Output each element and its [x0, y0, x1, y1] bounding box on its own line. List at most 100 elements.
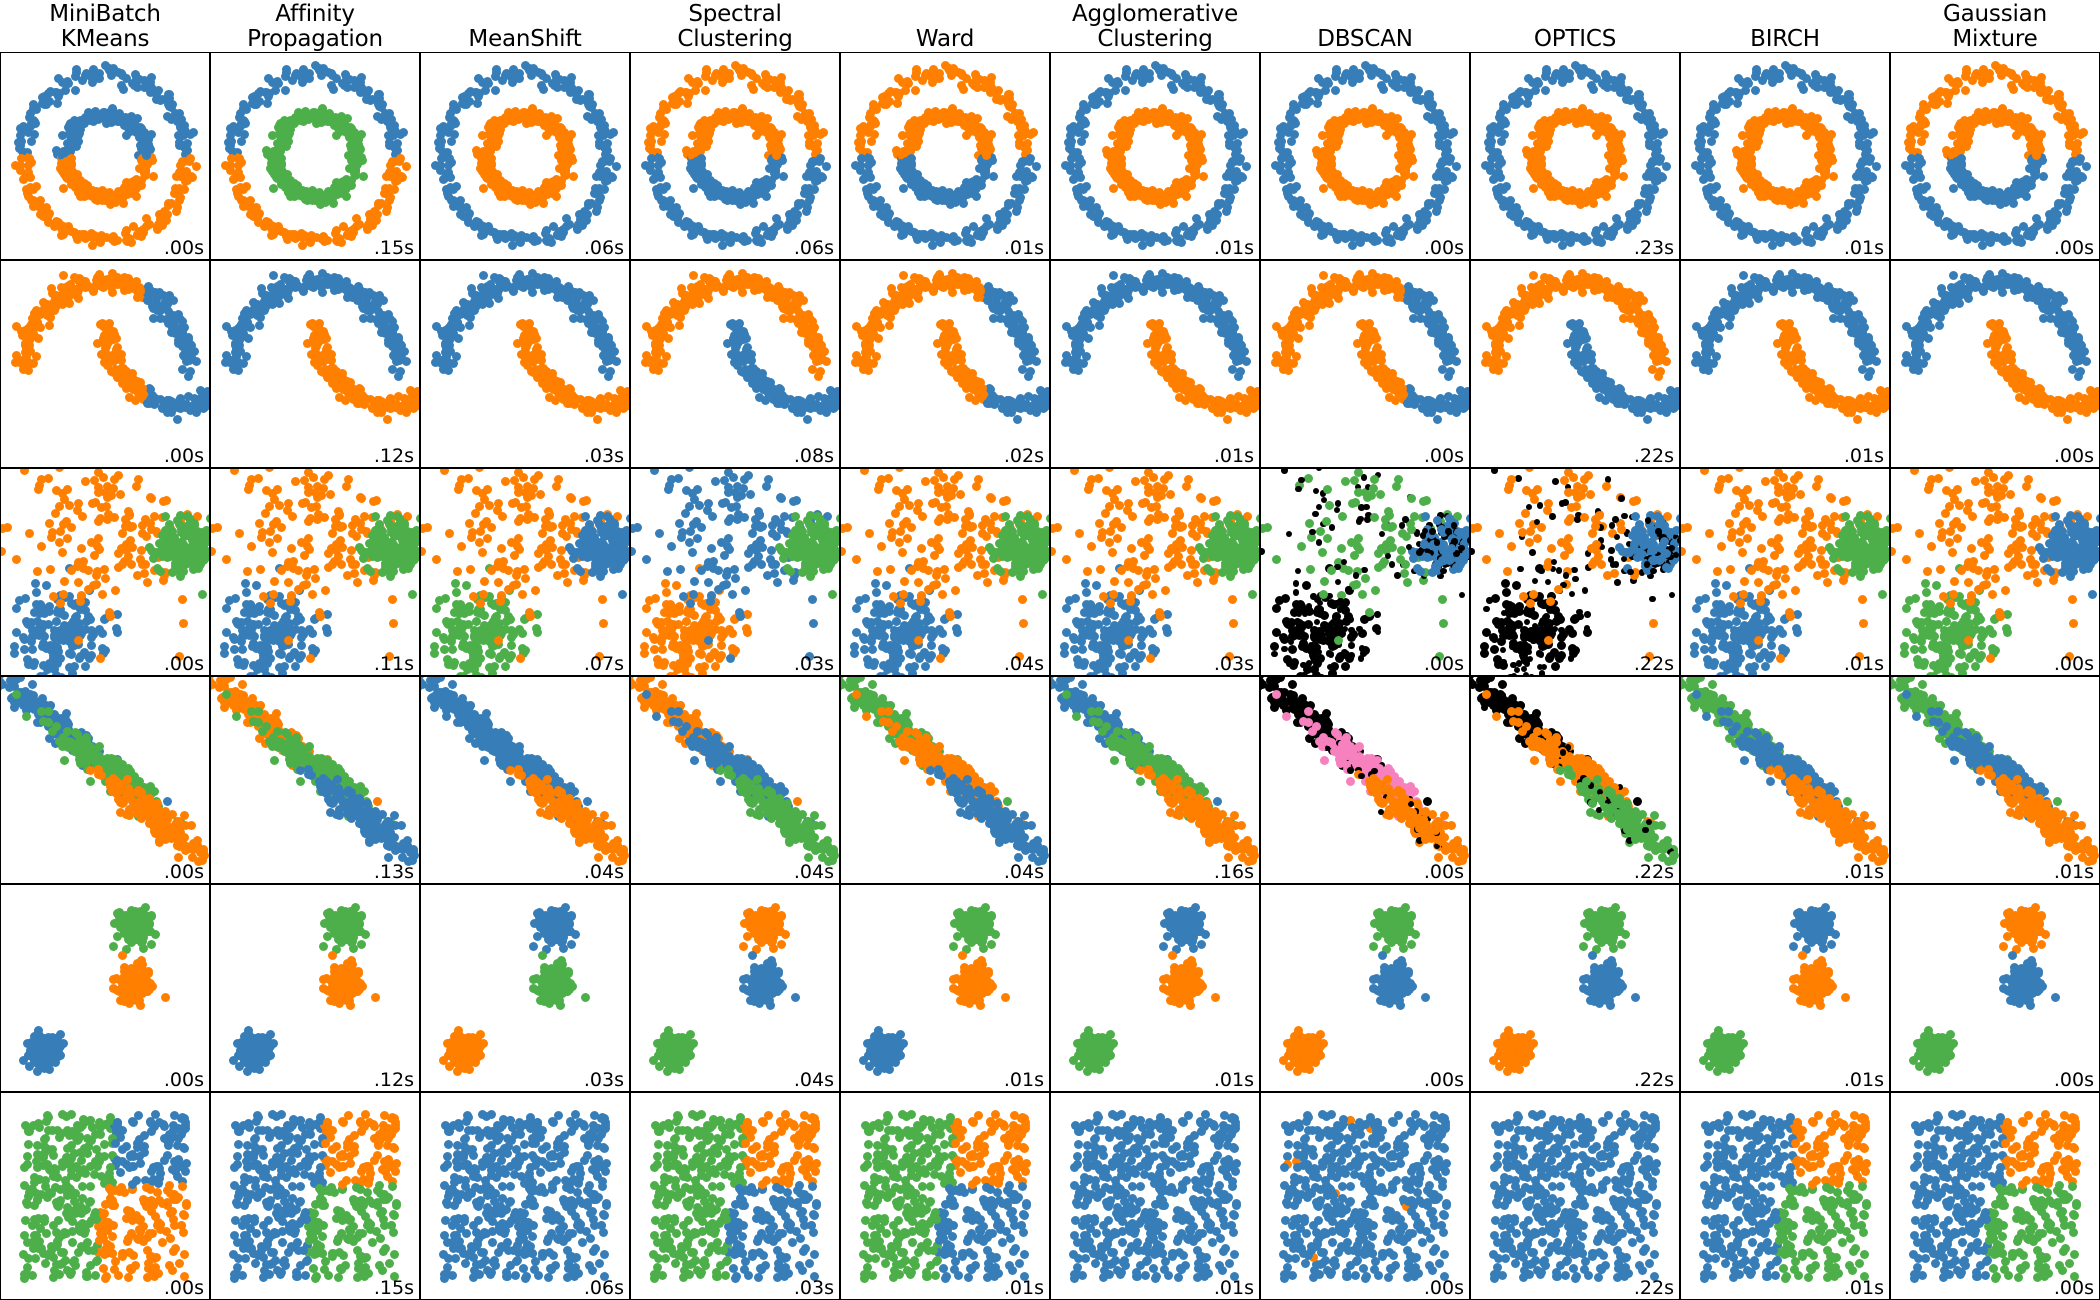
column-title-spectral-clustering: Spectral Clustering	[630, 0, 840, 52]
panel-row-varied-blobs-spectral-clustering[interactable]: .03s	[630, 468, 840, 676]
panel-row-no-structure-agglomerative-clustering[interactable]: .01s	[1050, 1092, 1260, 1300]
panel-row-aniso-gaussian-mixture[interactable]: .01s	[1890, 676, 2100, 884]
panel-row-noisy-circles-spectral-clustering[interactable]: .06s	[630, 52, 840, 260]
time-label: .23s	[1634, 239, 1674, 258]
panel-row-noisy-moons-affinity-propagation[interactable]: .12s	[210, 260, 420, 468]
panel-row-no-structure-birch[interactable]: .01s	[1680, 1092, 1890, 1300]
panel-row-no-structure-ward[interactable]: .01s	[840, 1092, 1050, 1300]
panel-row-blobs-birch[interactable]: .01s	[1680, 884, 1890, 1092]
panel-row-aniso-minibatch-kmeans[interactable]: .00s	[0, 676, 210, 884]
scatter-plot	[1, 677, 209, 883]
panel-row-noisy-circles-optics[interactable]: .23s	[1470, 52, 1680, 260]
scatter-plot	[631, 1093, 839, 1299]
panel-row-no-structure-optics[interactable]: .22s	[1470, 1092, 1680, 1300]
time-label: .00s	[2054, 239, 2094, 258]
time-label: .04s	[1004, 863, 1044, 882]
panel-row-noisy-circles-gaussian-mixture[interactable]: .00s	[1890, 52, 2100, 260]
time-label: .00s	[1424, 447, 1464, 466]
time-label: .01s	[1214, 1279, 1254, 1298]
time-label: .22s	[1634, 863, 1674, 882]
panel-row-varied-blobs-birch[interactable]: .01s	[1680, 468, 1890, 676]
panel-row-no-structure-spectral-clustering[interactable]: .03s	[630, 1092, 840, 1300]
panel-row-noisy-circles-minibatch-kmeans[interactable]: .00s	[0, 52, 210, 260]
time-label: .00s	[1424, 655, 1464, 674]
panel-row-noisy-circles-dbscan[interactable]: .00s	[1260, 52, 1470, 260]
scatter-plot	[1681, 1093, 1889, 1299]
scatter-plot	[841, 677, 1049, 883]
scatter-plot	[1261, 261, 1469, 467]
time-label: .00s	[164, 1279, 204, 1298]
panel-row-varied-blobs-meanshift[interactable]: .07s	[420, 468, 630, 676]
panel-row-blobs-gaussian-mixture[interactable]: .00s	[1890, 884, 2100, 1092]
time-label: .00s	[2054, 1279, 2094, 1298]
panel-row-aniso-spectral-clustering[interactable]: .04s	[630, 676, 840, 884]
panel-row-aniso-affinity-propagation[interactable]: .13s	[210, 676, 420, 884]
panel-row-aniso-meanshift[interactable]: .04s	[420, 676, 630, 884]
panel-row-varied-blobs-affinity-propagation[interactable]: .11s	[210, 468, 420, 676]
panel-row-noisy-moons-ward[interactable]: .02s	[840, 260, 1050, 468]
panel-row-noisy-circles-ward[interactable]: .01s	[840, 52, 1050, 260]
panel-row-varied-blobs-minibatch-kmeans[interactable]: .00s	[0, 468, 210, 676]
panel-row-varied-blobs-ward[interactable]: .04s	[840, 468, 1050, 676]
panel-row-blobs-agglomerative-clustering[interactable]: .01s	[1050, 884, 1260, 1092]
panel-row-aniso-agglomerative-clustering[interactable]: .16s	[1050, 676, 1260, 884]
scatter-plot	[1471, 469, 1679, 675]
panel-row-blobs-dbscan[interactable]: .00s	[1260, 884, 1470, 1092]
panel-row-varied-blobs-agglomerative-clustering[interactable]: .03s	[1050, 468, 1260, 676]
panel-row-blobs-affinity-propagation[interactable]: .12s	[210, 884, 420, 1092]
panel-row-aniso-dbscan[interactable]: .00s	[1260, 676, 1470, 884]
time-label: .01s	[1214, 1071, 1254, 1090]
scatter-plot	[1681, 677, 1889, 883]
panel-row-blobs-ward[interactable]: .01s	[840, 884, 1050, 1092]
panel-row-no-structure-gaussian-mixture[interactable]: .00s	[1890, 1092, 2100, 1300]
panel-row-no-structure-dbscan[interactable]: .00s	[1260, 1092, 1470, 1300]
scatter-plot	[1891, 261, 2099, 467]
panel-row-noisy-moons-optics[interactable]: .22s	[1470, 260, 1680, 468]
panel-row-no-structure-meanshift[interactable]: .06s	[420, 1092, 630, 1300]
time-label: .03s	[794, 655, 834, 674]
time-label: .04s	[794, 1071, 834, 1090]
panel-row-no-structure-affinity-propagation[interactable]: .15s	[210, 1092, 420, 1300]
scatter-plot	[421, 1093, 629, 1299]
scatter-plot	[1, 1093, 209, 1299]
panel-row-varied-blobs-gaussian-mixture[interactable]: .00s	[1890, 468, 2100, 676]
panel-row-aniso-birch[interactable]: .01s	[1680, 676, 1890, 884]
panel-row-noisy-moons-minibatch-kmeans[interactable]: .00s	[0, 260, 210, 468]
panel-row-varied-blobs-dbscan[interactable]: .00s	[1260, 468, 1470, 676]
panel-row-noisy-circles-meanshift[interactable]: .06s	[420, 52, 630, 260]
time-label: .01s	[1214, 447, 1254, 466]
panel-row-noisy-moons-gaussian-mixture[interactable]: .00s	[1890, 260, 2100, 468]
panel-row-noisy-circles-birch[interactable]: .01s	[1680, 52, 1890, 260]
panel-row-aniso-optics[interactable]: .22s	[1470, 676, 1680, 884]
panel-row-aniso-ward[interactable]: .04s	[840, 676, 1050, 884]
time-label: .08s	[794, 447, 834, 466]
panel-row-blobs-optics[interactable]: .22s	[1470, 884, 1680, 1092]
panel-row-no-structure-minibatch-kmeans[interactable]: .00s	[0, 1092, 210, 1300]
column-title-gaussian-mixture: Gaussian Mixture	[1890, 0, 2100, 52]
panel-row-noisy-moons-meanshift[interactable]: .03s	[420, 260, 630, 468]
panel-row-noisy-circles-agglomerative-clustering[interactable]: .01s	[1050, 52, 1260, 260]
time-label: .02s	[1004, 447, 1044, 466]
scatter-plot	[421, 261, 629, 467]
scatter-plot	[841, 885, 1049, 1091]
panel-row-noisy-moons-spectral-clustering[interactable]: .08s	[630, 260, 840, 468]
panel-row-blobs-minibatch-kmeans[interactable]: .00s	[0, 884, 210, 1092]
scatter-plot	[1471, 261, 1679, 467]
time-label: .04s	[1004, 655, 1044, 674]
panel-row-noisy-moons-birch[interactable]: .01s	[1680, 260, 1890, 468]
panel-row-noisy-circles-affinity-propagation[interactable]: .15s	[210, 52, 420, 260]
panel-row-blobs-spectral-clustering[interactable]: .04s	[630, 884, 840, 1092]
time-label: .04s	[584, 863, 624, 882]
row-no-structure: .00s .15s .06s .03s .01s .01s .00s .22s .01s .00s	[0, 1092, 2100, 1300]
row-varied-blobs: .00s .11s .07s .03s .04s .03s .00s .22s .01s .00s	[0, 468, 2100, 676]
panel-row-noisy-moons-agglomerative-clustering[interactable]: .01s	[1050, 260, 1260, 468]
row-aniso: .00s .13s .04s .04s .04s .16s .00s .22s .01s .01s	[0, 676, 2100, 884]
panel-row-blobs-meanshift[interactable]: .03s	[420, 884, 630, 1092]
scatter-plot	[1261, 1093, 1469, 1299]
column-title-optics: OPTICS	[1470, 0, 1680, 52]
time-label: .12s	[374, 1071, 414, 1090]
scatter-plot	[1891, 469, 2099, 675]
panel-row-noisy-moons-dbscan[interactable]: .00s	[1260, 260, 1470, 468]
panel-row-varied-blobs-optics[interactable]: .22s	[1470, 468, 1680, 676]
time-label: .00s	[1424, 1071, 1464, 1090]
